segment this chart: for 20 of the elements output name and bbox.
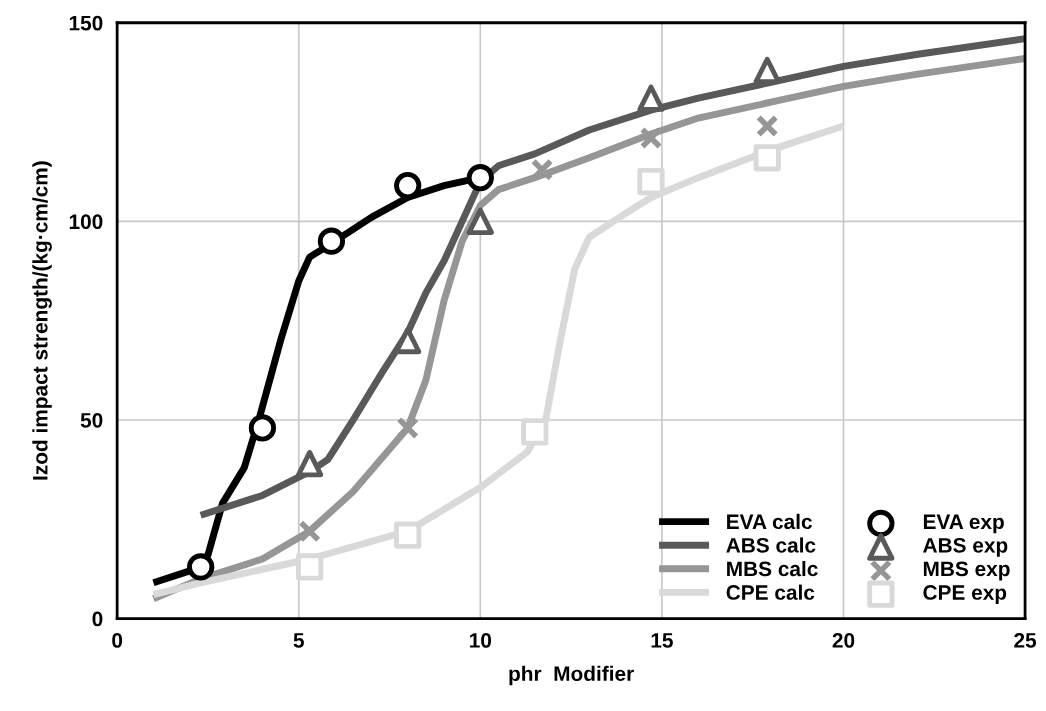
- legend-label: ABS calc: [726, 537, 816, 553]
- x-tick-label: 15: [651, 633, 673, 648]
- legend-label: CPE calc: [726, 584, 815, 600]
- x-tick-label: 25: [1014, 633, 1037, 648]
- y-tick-label: 0: [92, 611, 103, 627]
- legend-label: EVA calc: [727, 513, 812, 530]
- legend-label: CPE exp: [923, 585, 1007, 604]
- legend-label: MBS exp: [923, 561, 1010, 581]
- legend-label: ABS exp: [923, 537, 1008, 557]
- x-tick-label: 5: [293, 633, 304, 648]
- y-tick-label: 100: [69, 214, 103, 230]
- legend-label: EVA exp: [923, 514, 1004, 534]
- x-tick-label: 0: [112, 633, 123, 648]
- y-tick-label: 50: [80, 412, 103, 428]
- y-axis-title: Izod impact strength/(kg·cm/cm): [32, 161, 52, 480]
- x-axis-title: phr Modifier: [509, 665, 634, 686]
- y-tick-label: 150: [69, 15, 103, 31]
- x-tick-label: 20: [832, 633, 855, 648]
- x-tick-label: 10: [470, 633, 492, 648]
- legend-label: MBS calc: [727, 560, 818, 577]
